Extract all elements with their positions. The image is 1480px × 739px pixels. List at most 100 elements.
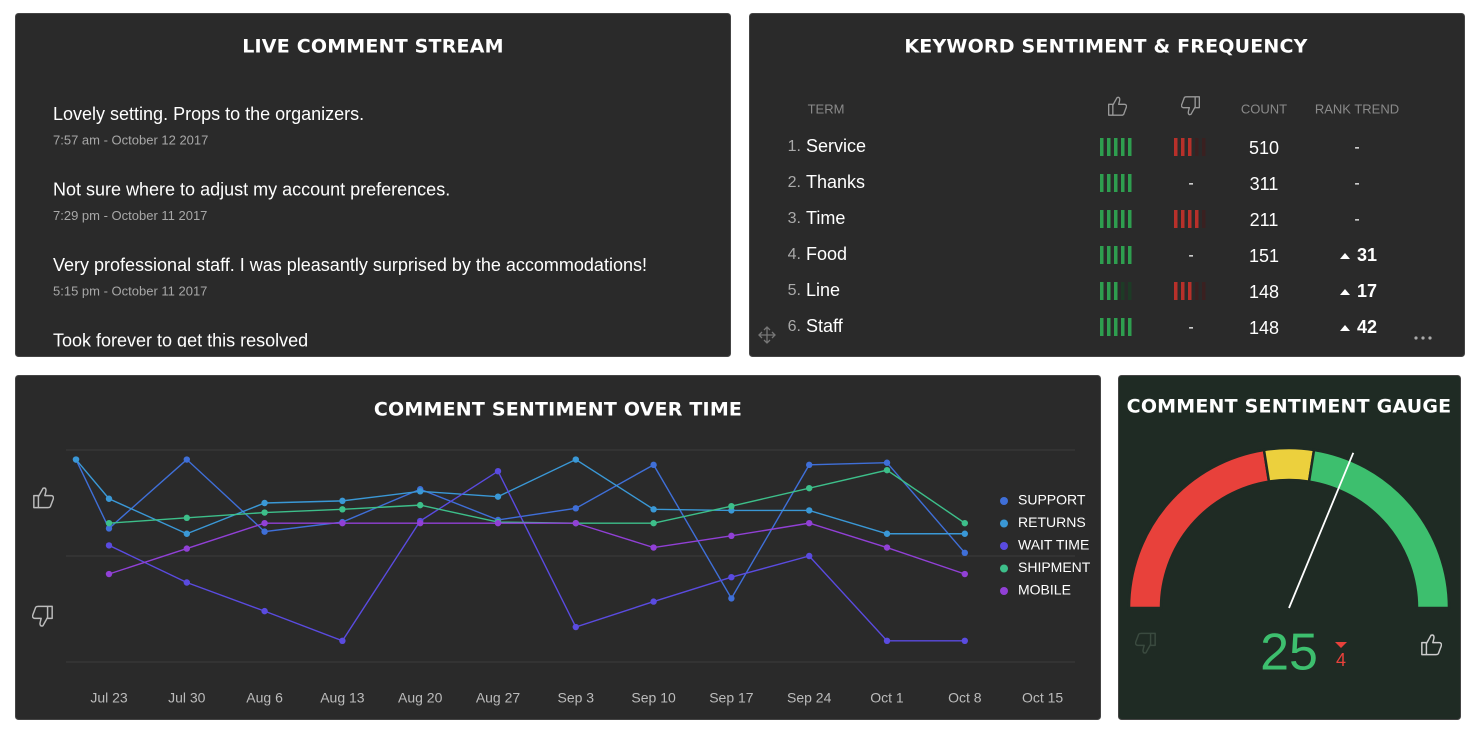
- data-point: [650, 598, 657, 605]
- bar-segment: [1202, 210, 1206, 228]
- data-point: [261, 509, 268, 516]
- data-point: [650, 461, 657, 469]
- data-point: [261, 499, 268, 507]
- move-icon[interactable]: [758, 326, 776, 344]
- series-line: [108, 470, 965, 642]
- gauge-band: [1307, 448, 1451, 610]
- legend-label: SUPPORT: [1018, 492, 1086, 508]
- trend-arrow: [1340, 289, 1350, 295]
- data-point: [261, 607, 268, 615]
- data-point: [105, 525, 113, 532]
- bar-segment: [1128, 138, 1132, 156]
- bar-segment: [1128, 174, 1132, 192]
- legend-label: RETURNS: [1018, 514, 1086, 530]
- count: 211: [1250, 210, 1279, 230]
- bar-segment: [1114, 246, 1118, 264]
- row-rank: 2.: [788, 174, 801, 191]
- positive-bars: [1100, 174, 1132, 192]
- term: Staff: [806, 316, 844, 336]
- bar-segment: [1195, 210, 1199, 228]
- data-point: [806, 552, 813, 560]
- data-point: [494, 468, 502, 475]
- data-point: [961, 530, 968, 537]
- bar-segment: [1100, 174, 1104, 192]
- data-point: [494, 493, 502, 500]
- line-chart: Jul 23 Jul 30 Aug 6 Aug 13 Aug 20 Aug 27 Sep 3…: [66, 449, 1091, 706]
- x-tick-label: Jul 23: [90, 690, 128, 706]
- panel-title: LIVE COMMENT STREAM: [242, 36, 504, 58]
- bar-segment: [1121, 210, 1125, 228]
- term: Line: [806, 280, 840, 300]
- data-point: [572, 456, 579, 463]
- rank-trend: -: [1354, 211, 1359, 228]
- data-point: [417, 519, 424, 527]
- data-point: [728, 595, 735, 602]
- data-point: [105, 570, 113, 578]
- rank-trend: 42: [1357, 317, 1377, 337]
- legend-swatch: [1000, 519, 1008, 528]
- data-point: [728, 574, 735, 581]
- data-point: [806, 519, 813, 527]
- legend-swatch: [1000, 497, 1008, 505]
- data-point: [961, 637, 968, 644]
- bar-segment: [1100, 282, 1104, 300]
- row-rank: 4.: [788, 246, 801, 263]
- gauge-needle: [1288, 452, 1355, 609]
- data-point: [72, 456, 80, 463]
- comment-text: Very professional staff. I was pleasantl…: [53, 255, 647, 275]
- bar-segment: [1174, 138, 1178, 156]
- data-point: [105, 542, 113, 549]
- bar-segment: [1128, 210, 1132, 228]
- comment-time: 7:29 pm - October 11 2017: [53, 208, 207, 223]
- negative-bars: [1174, 138, 1206, 156]
- column-header: RANK TREND: [1315, 101, 1399, 116]
- bar-segment: [1202, 138, 1206, 156]
- x-tick-label: Sep 24: [787, 690, 832, 706]
- count: 311: [1250, 174, 1279, 194]
- data-point: [650, 506, 657, 513]
- data-point: [339, 519, 346, 527]
- bar-segment: [1100, 246, 1104, 264]
- bar-segment: [1107, 246, 1111, 264]
- comment-text: Not sure where to adjust my account pref…: [53, 179, 450, 199]
- x-tick-label: Oct 15: [1022, 690, 1063, 706]
- column-header: COUNT: [1241, 101, 1287, 116]
- data-point: [883, 544, 891, 551]
- data-point: [183, 530, 190, 537]
- legend-swatch: [1000, 564, 1008, 573]
- legend-label: WAIT TIME: [1018, 537, 1089, 553]
- comment-text: Lovely setting. Props to the organizers.: [53, 104, 364, 124]
- more-menu[interactable]: [1414, 336, 1432, 340]
- data-point: [961, 570, 968, 578]
- data-point: [806, 507, 813, 514]
- count: 148: [1249, 282, 1279, 302]
- bar-segment: [1128, 318, 1132, 336]
- data-point: [339, 637, 346, 644]
- negative-bars: [1174, 282, 1206, 300]
- row-rank: 5.: [788, 282, 801, 299]
- bar-segment: [1107, 282, 1111, 300]
- legend-swatch: [1000, 587, 1008, 595]
- bar-segment: [1195, 138, 1199, 156]
- data-point: [261, 519, 268, 527]
- data-point: [728, 532, 735, 540]
- data-point: [961, 549, 968, 557]
- x-tick-label: Oct 8: [948, 690, 982, 706]
- legend-label: SHIPMENT: [1018, 559, 1091, 575]
- data-point: [572, 505, 579, 512]
- data-point: [183, 579, 190, 586]
- panel: [1118, 375, 1461, 720]
- row-rank: 6.: [788, 318, 801, 335]
- trend-arrow: [1340, 253, 1350, 259]
- comment-time: 5:15 pm - October 11 2017: [53, 283, 207, 298]
- row-rank: 1.: [788, 138, 801, 155]
- comment-list: Lovely setting. Props to the organizers.…: [53, 104, 647, 347]
- data-point: [183, 514, 190, 522]
- x-tick-label: Aug 20: [398, 690, 443, 706]
- data-point: [105, 519, 113, 527]
- rank-trend: 17: [1357, 281, 1377, 301]
- bar-segment: [1174, 282, 1178, 300]
- term: Service: [806, 136, 866, 156]
- comment-time: 7:57 am - October 12 2017: [53, 132, 208, 147]
